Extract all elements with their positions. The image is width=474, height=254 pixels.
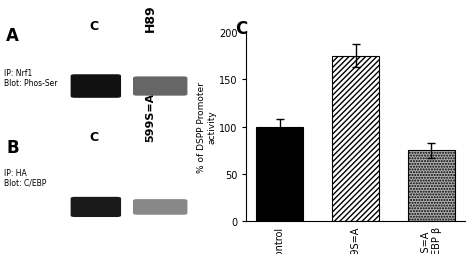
Text: 599S=A: 599S=A bbox=[145, 93, 155, 142]
Bar bbox=[256, 127, 303, 221]
Text: C: C bbox=[235, 20, 247, 38]
Bar bbox=[332, 57, 379, 221]
Text: IP: HA
Blot: C/EBP: IP: HA Blot: C/EBP bbox=[4, 168, 46, 187]
Text: B: B bbox=[6, 139, 19, 157]
Bar bbox=[408, 150, 455, 221]
FancyBboxPatch shape bbox=[133, 77, 187, 96]
Text: H89: H89 bbox=[144, 4, 157, 32]
Text: C: C bbox=[89, 20, 99, 33]
FancyBboxPatch shape bbox=[71, 75, 121, 98]
Text: A: A bbox=[6, 26, 19, 44]
Y-axis label: % of DSPP Promoter
activity: % of DSPP Promoter activity bbox=[197, 82, 216, 172]
FancyBboxPatch shape bbox=[133, 199, 187, 215]
Text: C: C bbox=[89, 130, 99, 143]
FancyBboxPatch shape bbox=[71, 197, 121, 217]
Text: IP: Nrf1
Blot: Phos-Ser: IP: Nrf1 Blot: Phos-Ser bbox=[4, 69, 58, 88]
